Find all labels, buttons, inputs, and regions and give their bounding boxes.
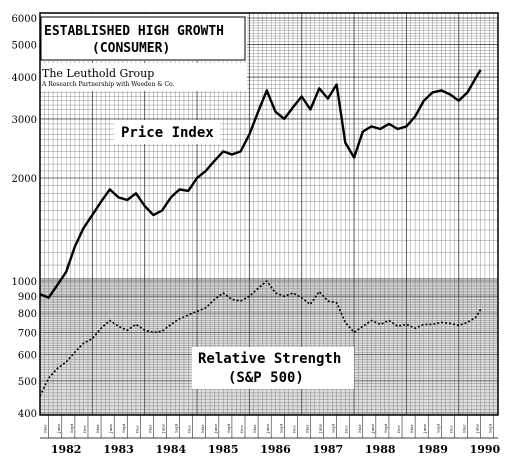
month-label: Sept (226, 423, 231, 433)
month-label: Sept (69, 423, 74, 433)
relative-strength-line (39, 280, 482, 397)
y-tick-label: 900 (18, 292, 37, 303)
y-tick-label: 5000 (12, 41, 37, 52)
relative-strength-sublabel: (S&P 500) (228, 370, 304, 386)
price-index-label: Price Index (121, 125, 214, 141)
month-label: June (265, 423, 270, 434)
month-label: Dec (291, 424, 296, 433)
month-label: Dec (82, 424, 87, 433)
month-label: Sept (488, 423, 493, 433)
month-label: Sept (435, 423, 440, 433)
month-label: Sept (383, 423, 388, 433)
month-label: Mar (357, 425, 362, 433)
year-label: 1985 (208, 443, 239, 456)
month-label: Dec (239, 424, 244, 433)
year-label: 1986 (260, 443, 291, 456)
x-axis-ticks: Mar June Sept Dec 1982 Mar June Sept Dec 1983 Mar J… (40, 415, 501, 456)
month-label: June (422, 423, 427, 434)
year-label: 1989 (417, 443, 448, 456)
y-tick-label: 600 (18, 351, 37, 362)
relative-strength-label: Relative Strength (198, 351, 341, 367)
month-label: Sept (278, 423, 283, 433)
y-axis-ticks: 6000 5000 4000 3000 2000 1000 900 800 700 600 500 4… (12, 14, 37, 420)
year-label: 1990 (470, 443, 501, 456)
month-label: Mar (200, 425, 205, 433)
price-index-line (39, 69, 482, 299)
month-label: Dec (187, 424, 192, 433)
year-label: 1987 (313, 443, 344, 456)
month-label: Sept (174, 423, 179, 433)
month-label: Mar (252, 425, 257, 433)
month-label: June (318, 423, 323, 434)
month-label: June (108, 423, 113, 434)
y-tick-label: 6000 (12, 14, 37, 25)
chart-subtitle: (CONSUMER) (92, 41, 170, 56)
price-index-label-box (114, 120, 220, 144)
year-label: 1988 (365, 443, 396, 456)
month-label: June (160, 423, 165, 434)
y-tick-label: 3000 (12, 115, 37, 126)
month-label: Dec (448, 424, 453, 433)
y-tick-label: 2000 (12, 174, 37, 185)
series-lines (39, 69, 482, 397)
title-frame (40, 16, 246, 61)
month-label: Mar (461, 425, 466, 433)
title-box (40, 14, 247, 61)
month-label: Mar (147, 425, 152, 433)
month-label: Dec (396, 424, 401, 433)
month-label: Mar (409, 425, 414, 433)
month-label: Mar (95, 425, 100, 433)
y-tick-label: 4000 (12, 73, 37, 84)
source-note: A Research Partnership with Weeden & Co. (41, 81, 175, 88)
y-tick-label: 800 (18, 309, 37, 320)
month-label: June (370, 423, 375, 434)
month-label: Mar (304, 425, 309, 433)
month-label: Dec (134, 424, 139, 433)
month-label: Mar (43, 425, 48, 433)
y-tick-label: 500 (18, 377, 37, 388)
source-text: The Leuthold Group (42, 67, 154, 80)
y-tick-label: 700 (18, 328, 37, 339)
source-box (40, 63, 247, 91)
month-label: June (56, 423, 61, 434)
y-tick-label: 400 (18, 409, 37, 420)
chart-title: ESTABLISHED HIGH GROWTH (44, 24, 224, 39)
year-label: 1984 (156, 443, 187, 456)
y-tick-label: 1000 (12, 277, 37, 288)
month-label: Sept (121, 423, 126, 433)
year-label: 1982 (51, 443, 82, 456)
month-label: Dec (344, 424, 349, 433)
relative-strength-label-box (192, 347, 354, 389)
month-label: Sept (331, 423, 336, 433)
month-label: June (475, 423, 480, 434)
plot-frame (39, 12, 499, 416)
month-label: June (213, 423, 218, 434)
year-label: 1983 (103, 443, 134, 456)
